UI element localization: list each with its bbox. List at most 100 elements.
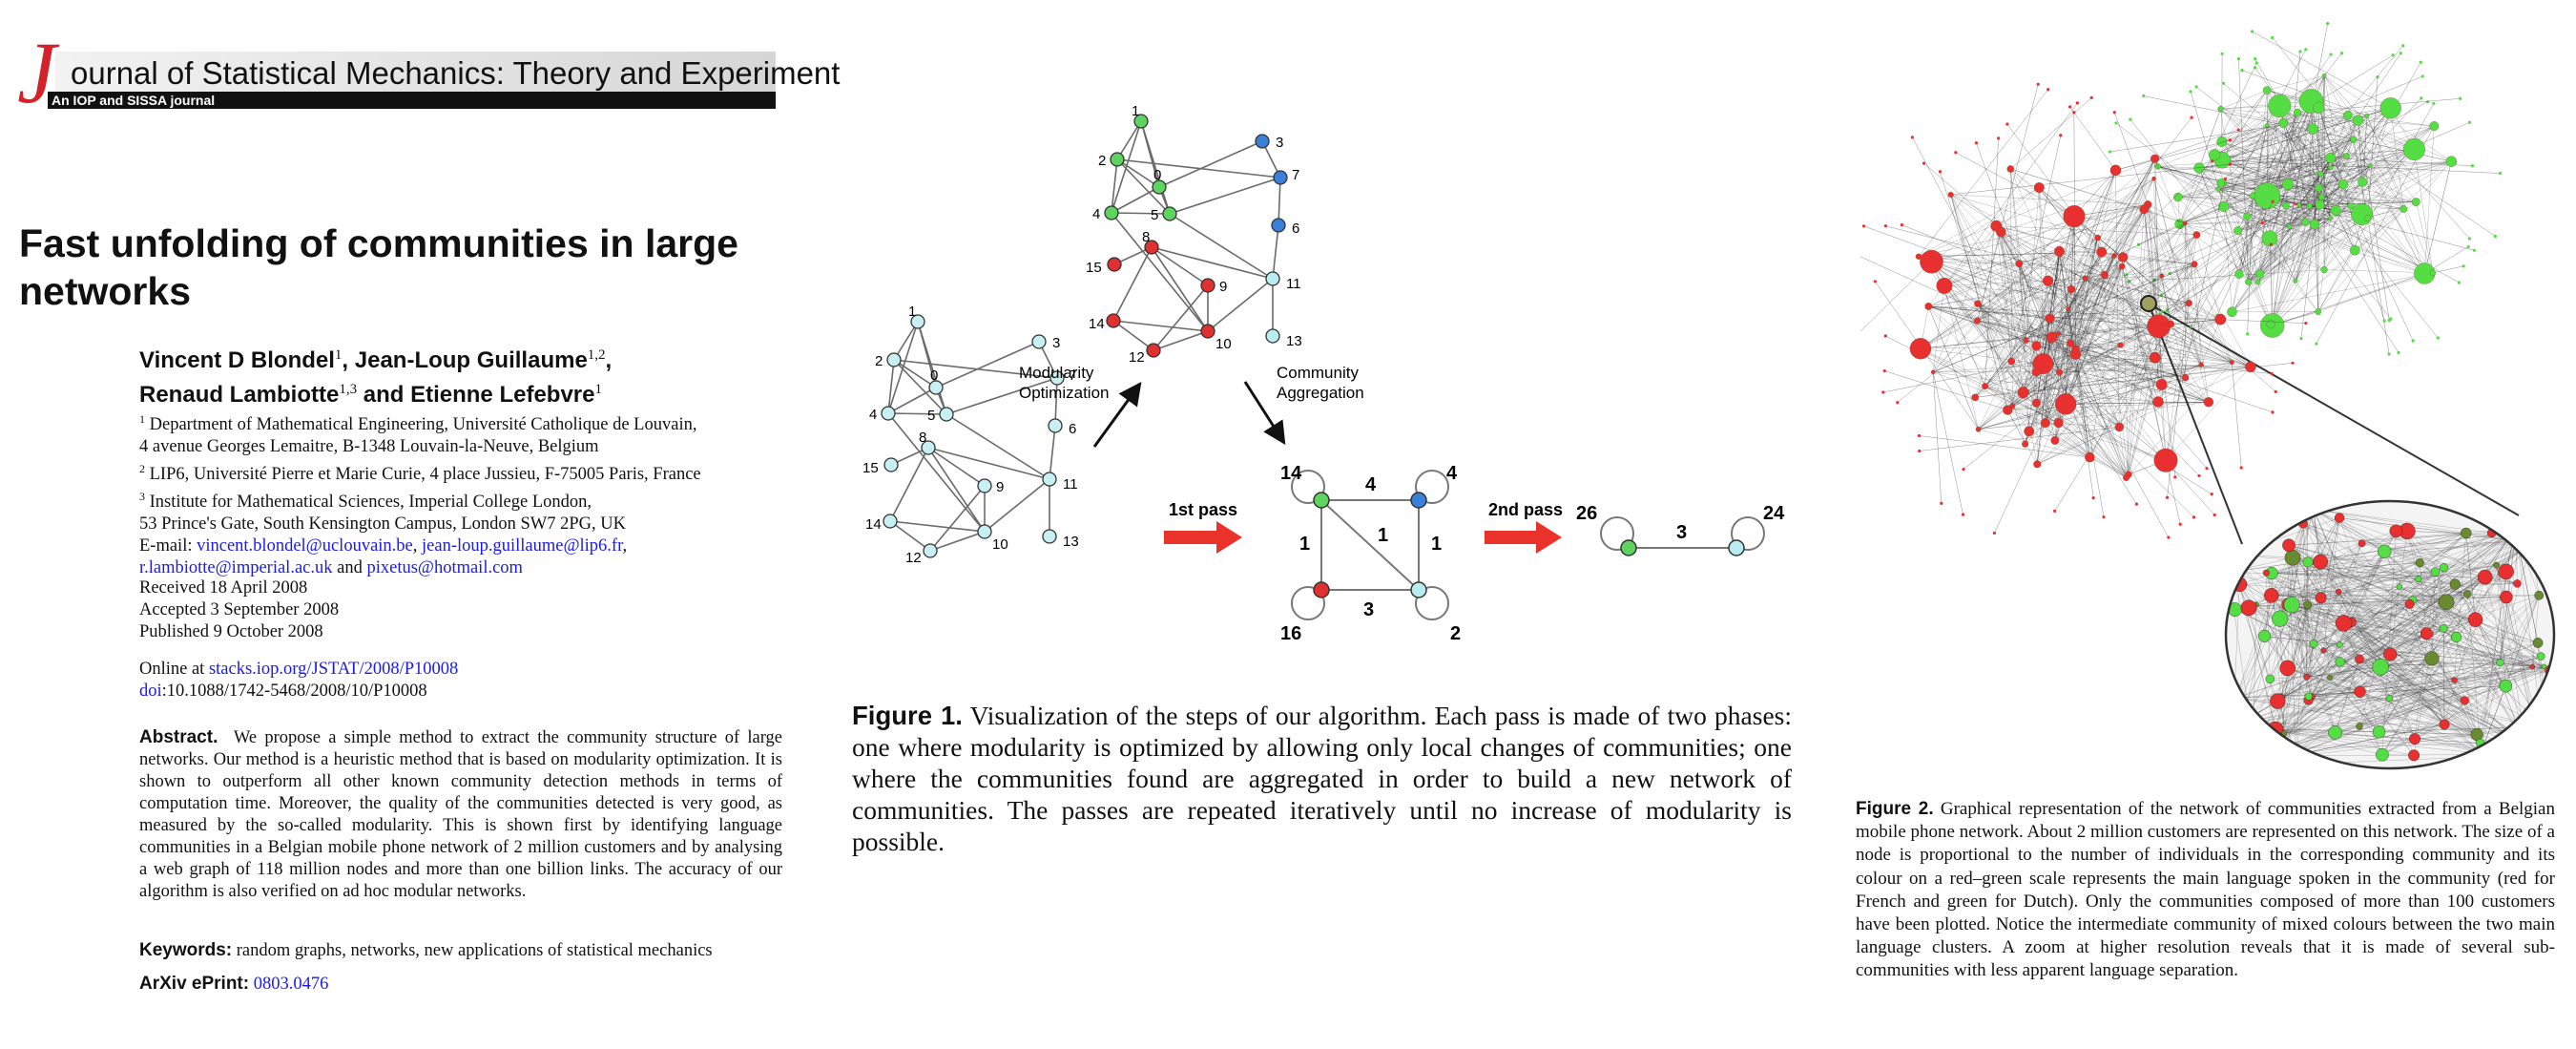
network-edge: [1111, 186, 1160, 214]
affiliation-mark: 1: [139, 412, 145, 426]
publication-dates: Received 18 April 2008 Accepted 3 Septem…: [139, 577, 788, 643]
email-link-pixetus[interactable]: pixetus@hotmail.com: [366, 558, 523, 578]
network-edge: [1116, 158, 1281, 178]
affiliation-line: 2 LIP6, Université Pierre et Marie Curie…: [139, 458, 807, 486]
figure2-caption-text: Graphical representation of the network …: [1856, 799, 2555, 981]
network-edge: [927, 447, 986, 487]
network-node-label: 8: [919, 430, 926, 446]
online-label: Online at: [139, 660, 209, 679]
network-node-label: 4: [1092, 206, 1100, 222]
network-edge: [893, 321, 919, 361]
network-node: [1144, 240, 1159, 255]
network-edge: [1278, 177, 1281, 226]
network-node: [1031, 334, 1047, 349]
network-edge: [1116, 158, 1160, 188]
agg-edge-weight: 3: [1363, 599, 1374, 620]
network-edge: [927, 447, 986, 533]
network-edge: [893, 359, 1058, 379]
date-published: Published 9 October 2008: [139, 622, 323, 641]
author-name: Renaud Lambiotte: [139, 382, 340, 408]
figure2-caption: Figure 2. Graphical representation of th…: [1856, 798, 2555, 983]
email-label: E-mail:: [139, 536, 197, 556]
network-node: [1110, 152, 1125, 167]
cluster-zoom-connector: [2148, 303, 2520, 545]
figure1-caption-text: Visualization of the steps of our algori…: [852, 701, 1792, 856]
author-line-2: Renaud Lambiotte1,3 and Etienne Lefebvre…: [139, 375, 788, 409]
network-edge: [929, 531, 986, 552]
network-node-label: 5: [1151, 207, 1158, 223]
author-affiliation-mark: 1: [334, 347, 343, 363]
network-edge: [887, 412, 947, 415]
email-link-guillaume[interactable]: jean-loup.guillaume@lip6.fr: [422, 536, 623, 556]
network-edge: [917, 321, 947, 415]
mixed-community-node: [2140, 295, 2157, 312]
affiliation-text: 53 Prince's Gate, South Kensington Campu…: [139, 514, 627, 535]
email-line: E-mail: vincent.blondel@uclouvain.be, je…: [139, 535, 807, 557]
network-node: [1104, 205, 1119, 220]
online-line: Online at stacks.iop.org/JSTAT/2008/P100…: [139, 659, 788, 681]
network-edge: [889, 520, 986, 533]
abstract-label: Abstract.: [139, 727, 218, 747]
network-node: [1042, 529, 1057, 544]
network-edge: [887, 321, 919, 414]
network-edge: [1116, 158, 1171, 215]
network-node-label: 10: [1215, 336, 1232, 352]
network-edge: [1112, 320, 1209, 332]
network-node: [881, 406, 896, 421]
online-url-link[interactable]: stacks.iop.org/JSTAT/2008/P10008: [208, 660, 459, 679]
email-link-blondel[interactable]: vincent.blondel@uclouvain.be: [197, 536, 413, 556]
network-node-label: 12: [1129, 349, 1145, 366]
network-node-label: 14: [865, 516, 882, 533]
paper-title: Fast unfolding of communities in large n…: [19, 221, 738, 313]
network-node: [1133, 114, 1149, 129]
journal-header: J ournal of Statistical Mechanics: Theor…: [17, 29, 840, 116]
agg-self-loop-weight: 14: [1280, 463, 1302, 484]
network-edge: [887, 359, 895, 414]
network-node: [928, 380, 944, 395]
network-node: [886, 352, 902, 367]
network-edge: [1153, 284, 1209, 351]
network-edge: [889, 520, 931, 552]
arxiv-link[interactable]: 0803.0476: [249, 975, 329, 994]
network-node-label: 1: [908, 304, 916, 320]
affiliation-line: 1 Department of Mathematical Engineering…: [139, 409, 807, 436]
network-edge: [1153, 330, 1209, 351]
network-node-label: 2: [875, 353, 883, 369]
network-node: [1273, 170, 1288, 185]
agg-self-loop-weight: 2: [1450, 623, 1461, 644]
french-cluster: [1860, 82, 2308, 539]
journal-title-bar: [55, 52, 776, 92]
agg-edge-weight: 4: [1365, 474, 1377, 495]
network-edge: [1112, 246, 1153, 322]
network-node: [1106, 313, 1121, 328]
network-edge: [929, 485, 986, 552]
network-edge: [1054, 377, 1058, 427]
network-node-label: 6: [1292, 220, 1299, 237]
affiliation-text: Department of Mathematical Engineering, …: [145, 415, 697, 435]
author-name: , Jean-Loup Guillaume: [342, 347, 588, 373]
network-node-label: 1: [1132, 103, 1139, 119]
arxiv-eprint: ArXiv ePrint: 0803.0476: [139, 973, 788, 996]
network-node: [910, 314, 925, 329]
aggregated-network-first-pass: 14 4 16 2 4 1 1 1 3: [1280, 463, 1461, 644]
agg-self-loop-weight: 4: [1446, 463, 1458, 484]
second-pass-label: 2nd pass: [1488, 500, 1563, 519]
affiliation-line: 4 avenue Georges Lemaitre, B-1348 Louvai…: [139, 436, 807, 458]
agg2-edge-weight: 3: [1676, 522, 1687, 543]
network-edge: [1111, 120, 1142, 214]
network-node: [883, 514, 898, 529]
affiliations: 1 Department of Mathematical Engineering…: [139, 409, 807, 579]
modularity-label-line1: Modularity: [1019, 364, 1094, 382]
email-link-lambiotte[interactable]: r.lambiotte@imperial.ac.uk: [139, 558, 333, 578]
doi-link[interactable]: doi: [139, 682, 162, 701]
network-node: [1255, 134, 1270, 149]
network-node-label: 15: [862, 460, 879, 476]
network-edge: [1049, 425, 1056, 480]
network-edge: [984, 478, 1050, 533]
keywords-text: random graphs, networks, new application…: [232, 941, 713, 960]
network-node-label: 0: [1153, 167, 1161, 183]
arxiv-label: ArXiv ePrint:: [139, 974, 250, 994]
network-node-label: 12: [905, 550, 922, 566]
